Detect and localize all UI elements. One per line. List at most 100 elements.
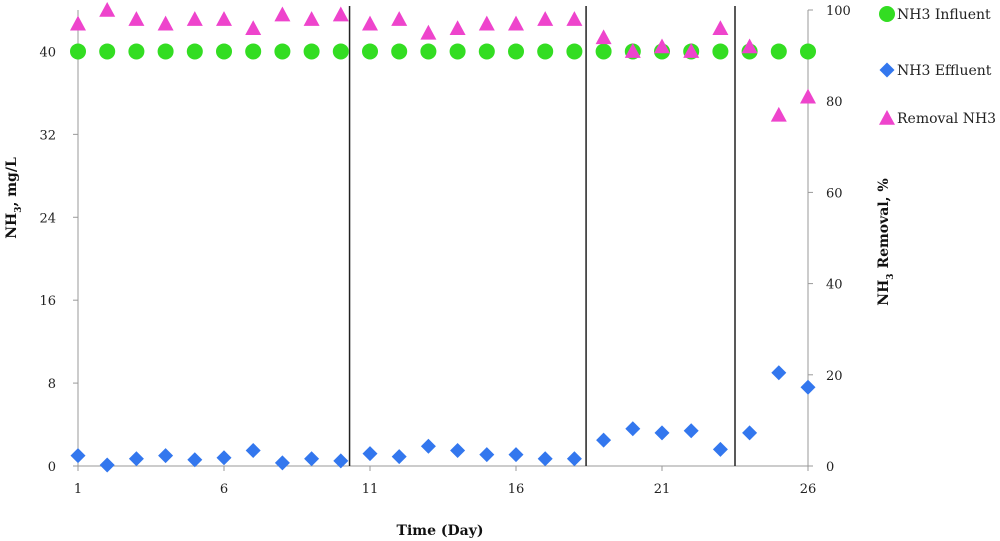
y-right-tick-label: 0: [826, 460, 834, 475]
data-point-circle: [537, 43, 554, 60]
data-marks: [70, 2, 816, 473]
y-axis-right-label-suffix: Removal, %: [876, 178, 892, 273]
data-point-circle: [712, 43, 729, 60]
data-point-diamond: [158, 448, 174, 464]
legend-marker-triangle: [879, 110, 895, 125]
data-point-diamond: [712, 441, 728, 457]
data-point-circle: [186, 43, 203, 60]
data-point-circle: [99, 43, 116, 60]
y-right-tick-label: 80: [826, 95, 843, 110]
data-point-diamond: [596, 432, 612, 448]
data-point-diamond: [683, 423, 699, 439]
data-point-triangle: [157, 15, 174, 31]
y-right-tick-label: 60: [826, 186, 843, 201]
data-point-diamond: [742, 425, 758, 441]
data-point-diamond: [800, 379, 816, 395]
data-point-triangle: [332, 6, 349, 22]
data-point-triangle: [99, 2, 116, 17]
data-point-triangle: [449, 20, 466, 36]
data-point-circle: [449, 43, 466, 60]
data-point-circle: [332, 43, 349, 60]
y-left-tick-label: 24: [39, 211, 56, 226]
data-point-triangle: [800, 88, 816, 104]
legend-entry-label: NH3 Effluent: [897, 63, 992, 79]
data-point-diamond: [508, 447, 524, 463]
y-left-tick-label: 0: [48, 460, 56, 475]
data-point-diamond: [274, 455, 290, 471]
y-left-tick-label: 40: [39, 45, 56, 60]
data-point-diamond: [362, 446, 378, 462]
data-point-triangle: [245, 20, 262, 36]
data-point-diamond: [420, 438, 436, 454]
y-axis-left-label: NH3, mg/L: [4, 157, 24, 239]
data-point-diamond: [128, 451, 144, 467]
legend-marker-diamond: [879, 62, 895, 78]
data-point-diamond: [391, 449, 407, 465]
series-removal-nh3: [70, 2, 816, 122]
data-point-circle: [245, 43, 262, 60]
data-point-diamond: [537, 451, 553, 467]
legend-marker-circle: [879, 6, 895, 22]
y-axis-right-label-main: NH: [876, 280, 892, 306]
phase-dividers: [348, 6, 736, 466]
data-point-circle: [595, 43, 612, 60]
data-point-triangle: [216, 11, 232, 26]
data-point-triangle: [420, 24, 437, 40]
y-axis-right-label: NH3 Removal, %: [876, 178, 896, 305]
x-tick-label: 6: [220, 482, 228, 497]
y-axis-left-label-sub: 3: [14, 207, 24, 213]
data-point-circle: [70, 43, 86, 60]
data-point-circle: [128, 43, 145, 60]
data-point-triangle: [654, 38, 670, 54]
data-point-triangle: [683, 43, 700, 58]
data-point-circle: [303, 43, 320, 60]
data-point-triangle: [770, 106, 787, 122]
data-point-diamond: [566, 451, 582, 467]
data-point-circle: [216, 43, 232, 60]
legend: NH3 Influent NH3 Effluent Removal NH3: [879, 6, 996, 127]
data-point-triangle: [741, 38, 758, 54]
data-point-triangle: [70, 15, 86, 31]
y-left-tick-label: 32: [39, 128, 56, 143]
legend-entry-label: Removal NH3: [897, 111, 996, 127]
data-point-circle: [157, 43, 174, 60]
data-point-diamond: [450, 442, 466, 458]
data-point-circle: [770, 43, 787, 60]
data-point-diamond: [654, 425, 670, 441]
data-point-diamond: [245, 442, 261, 458]
data-point-triangle: [274, 6, 291, 22]
data-point-circle: [274, 43, 291, 60]
data-point-diamond: [70, 448, 86, 464]
x-axis-label: Time (Day): [397, 523, 484, 539]
data-point-circle: [478, 43, 495, 60]
data-point-triangle: [186, 11, 203, 26]
data-point-triangle: [303, 11, 320, 26]
data-point-triangle: [537, 11, 554, 26]
data-point-triangle: [391, 11, 408, 26]
x-tick-label: 21: [654, 482, 671, 497]
data-point-diamond: [99, 457, 115, 473]
data-point-triangle: [624, 43, 641, 58]
x-tick-label: 26: [800, 482, 817, 497]
data-point-triangle: [128, 11, 145, 26]
data-point-triangle: [478, 15, 495, 31]
data-point-diamond: [771, 365, 787, 381]
y-right-tick-label: 20: [826, 369, 843, 384]
series-nh3-influent: [70, 43, 816, 60]
y-right-tick-label: 100: [826, 4, 851, 19]
data-point-triangle: [362, 15, 378, 31]
data-point-triangle: [595, 29, 612, 45]
data-point-triangle: [566, 11, 583, 26]
data-point-circle: [420, 43, 437, 60]
data-point-triangle: [712, 20, 729, 36]
y-axis-right-label-sub: 3: [886, 273, 896, 279]
y-left-tick-label: 8: [48, 377, 56, 392]
data-point-circle: [566, 43, 583, 60]
data-point-diamond: [625, 421, 641, 437]
y-axis-left-label-suffix: , mg/L: [4, 157, 20, 206]
y-axis-left-label-main: NH: [4, 213, 20, 239]
x-tick-label: 16: [508, 482, 525, 497]
data-point-triangle: [508, 15, 524, 31]
